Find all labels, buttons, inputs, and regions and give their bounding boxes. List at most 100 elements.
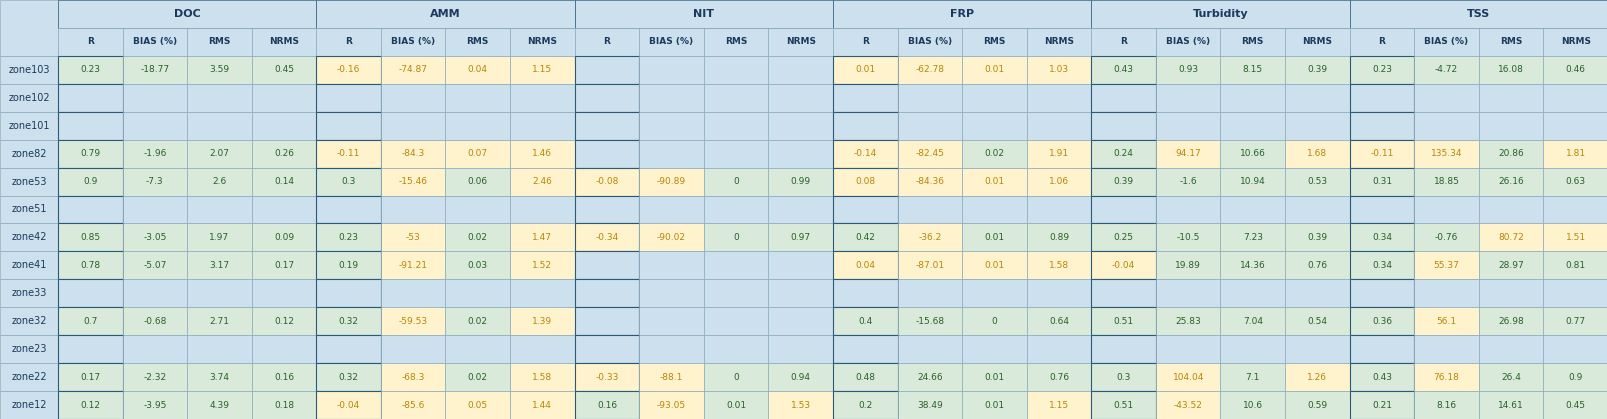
Bar bbox=[832, 391, 897, 419]
Bar bbox=[1348, 140, 1414, 168]
Bar bbox=[58, 28, 122, 56]
Bar bbox=[574, 84, 640, 112]
Bar bbox=[1220, 84, 1284, 112]
Bar bbox=[1155, 196, 1220, 223]
Bar bbox=[58, 84, 122, 112]
Bar bbox=[445, 391, 509, 419]
Bar bbox=[186, 28, 252, 56]
Text: 0.48: 0.48 bbox=[855, 372, 874, 382]
Bar bbox=[509, 84, 574, 112]
Text: 0.04: 0.04 bbox=[855, 261, 874, 270]
Text: 0.01: 0.01 bbox=[983, 261, 1004, 270]
Bar bbox=[574, 307, 640, 335]
Bar bbox=[1091, 168, 1155, 196]
Text: -3.05: -3.05 bbox=[143, 233, 167, 242]
Bar bbox=[1155, 112, 1220, 140]
Bar bbox=[186, 335, 252, 363]
Text: 38.49: 38.49 bbox=[916, 401, 942, 409]
Text: 0.76: 0.76 bbox=[1048, 372, 1069, 382]
Bar bbox=[509, 140, 574, 168]
Bar bbox=[704, 391, 768, 419]
Text: NRMS: NRMS bbox=[786, 37, 815, 47]
Bar bbox=[1414, 279, 1478, 307]
Text: R: R bbox=[861, 37, 868, 47]
Bar bbox=[961, 140, 1027, 168]
Bar bbox=[1284, 84, 1348, 112]
Text: 1.39: 1.39 bbox=[532, 317, 553, 326]
Bar bbox=[317, 168, 381, 196]
Bar bbox=[186, 84, 252, 112]
Bar bbox=[1091, 140, 1155, 168]
Bar bbox=[445, 56, 509, 84]
Bar bbox=[1543, 251, 1607, 279]
Bar bbox=[0, 279, 58, 307]
Bar bbox=[445, 307, 509, 335]
Bar bbox=[509, 196, 574, 223]
Bar bbox=[1543, 363, 1607, 391]
Bar bbox=[381, 28, 445, 56]
Bar bbox=[0, 168, 58, 196]
Bar bbox=[704, 363, 768, 391]
Text: -15.46: -15.46 bbox=[399, 177, 427, 186]
Bar bbox=[1284, 140, 1348, 168]
Text: R: R bbox=[1120, 37, 1127, 47]
Bar bbox=[445, 112, 509, 140]
Text: 0.01: 0.01 bbox=[983, 401, 1004, 409]
Text: 0.18: 0.18 bbox=[273, 401, 294, 409]
Text: 0.85: 0.85 bbox=[80, 233, 100, 242]
Bar bbox=[252, 84, 317, 112]
Bar bbox=[897, 251, 961, 279]
Text: 18.85: 18.85 bbox=[1433, 177, 1459, 186]
Bar bbox=[1155, 84, 1220, 112]
Text: 0.09: 0.09 bbox=[273, 233, 294, 242]
Bar bbox=[122, 112, 186, 140]
Text: 26.4: 26.4 bbox=[1501, 372, 1520, 382]
Bar bbox=[1091, 307, 1155, 335]
Bar bbox=[768, 112, 832, 140]
Text: 1.97: 1.97 bbox=[209, 233, 230, 242]
Bar bbox=[768, 363, 832, 391]
Bar bbox=[1091, 251, 1155, 279]
Bar bbox=[1543, 391, 1607, 419]
Bar bbox=[961, 335, 1027, 363]
Bar bbox=[1155, 140, 1220, 168]
Bar bbox=[1027, 279, 1091, 307]
Text: NRMS: NRMS bbox=[1560, 37, 1589, 47]
Bar bbox=[574, 56, 640, 84]
Text: 0: 0 bbox=[733, 177, 739, 186]
Text: BIAS (%): BIAS (%) bbox=[908, 37, 951, 47]
Bar bbox=[1091, 363, 1155, 391]
Bar bbox=[1543, 28, 1607, 56]
Bar bbox=[897, 335, 961, 363]
Bar bbox=[122, 363, 186, 391]
Text: 0.39: 0.39 bbox=[1306, 65, 1327, 74]
Text: 2.46: 2.46 bbox=[532, 177, 551, 186]
Bar bbox=[317, 196, 381, 223]
Bar bbox=[0, 140, 58, 168]
Text: Turbidity: Turbidity bbox=[1192, 9, 1247, 19]
Text: -0.04: -0.04 bbox=[1112, 261, 1135, 270]
Bar bbox=[1414, 28, 1478, 56]
Bar bbox=[252, 168, 317, 196]
Text: 16.08: 16.08 bbox=[1498, 65, 1523, 74]
Bar bbox=[252, 363, 317, 391]
Bar bbox=[317, 307, 381, 335]
Bar bbox=[897, 56, 961, 84]
Bar bbox=[1414, 140, 1478, 168]
Bar bbox=[445, 335, 509, 363]
Bar bbox=[768, 168, 832, 196]
Bar bbox=[1220, 140, 1284, 168]
Bar bbox=[768, 307, 832, 335]
Bar bbox=[704, 56, 768, 84]
Bar bbox=[1027, 140, 1091, 168]
Text: 0.32: 0.32 bbox=[339, 372, 358, 382]
Text: 0.16: 0.16 bbox=[596, 401, 617, 409]
Bar bbox=[252, 223, 317, 251]
Bar bbox=[1348, 363, 1414, 391]
Bar bbox=[704, 168, 768, 196]
Bar bbox=[1478, 28, 1543, 56]
Text: -62.78: -62.78 bbox=[914, 65, 943, 74]
Text: 0.34: 0.34 bbox=[1371, 261, 1392, 270]
Bar bbox=[1348, 0, 1607, 28]
Text: -88.1: -88.1 bbox=[659, 372, 683, 382]
